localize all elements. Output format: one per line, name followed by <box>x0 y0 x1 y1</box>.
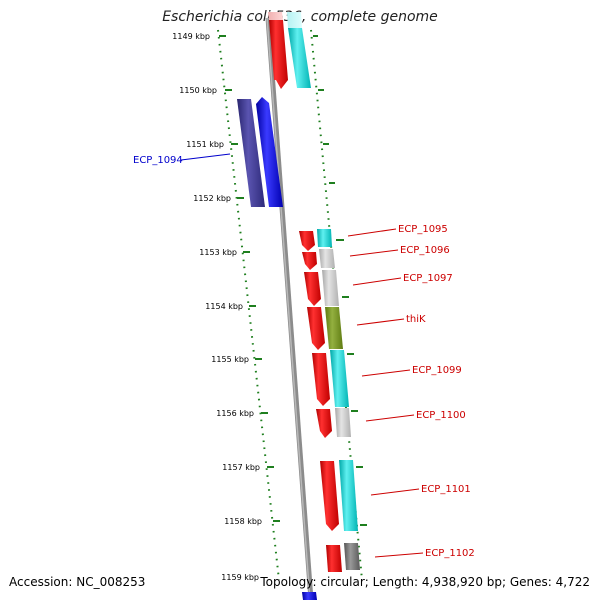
leader-line-ecp1094 <box>180 153 231 161</box>
gene-label-ecp1100: ECP_1100 <box>416 410 466 421</box>
kbp-ticks <box>219 35 280 522</box>
leader-line-ecp1095 <box>347 228 397 237</box>
kbp-label: 1155 kbp <box>211 355 249 364</box>
kbp-label: 1158 kbp <box>224 517 262 526</box>
gene-ecp1101-red <box>320 461 339 531</box>
gene-top-pink <box>268 12 283 20</box>
gene-label-ecp1096: ECP_1096 <box>400 245 450 256</box>
leader-line-ecp1102 <box>374 552 424 558</box>
leader-line-thik <box>356 318 405 326</box>
kbp-label: 1152 kbp <box>193 194 231 203</box>
leader-line-ecp1099 <box>361 369 411 377</box>
kbp-label: 1156 kbp <box>216 409 254 418</box>
gene-top-cyan <box>288 28 311 88</box>
gene-ecp1097-red <box>304 272 321 306</box>
kbp-label: 1157 kbp <box>222 463 260 472</box>
gene-ecp1100-red <box>316 409 332 438</box>
kbp-label: 1149 kbp <box>172 32 210 41</box>
gene-ecp1099-cyan <box>330 350 349 407</box>
kbp-label: 1153 kbp <box>199 248 237 257</box>
gene-ecp1094-navy <box>237 99 265 207</box>
leader-line-ecp1096 <box>349 249 399 257</box>
gene-label-ecp1099: ECP_1099 <box>412 365 462 376</box>
gene-label-ecp1094: ECP_1094 <box>133 155 183 166</box>
gene-label-ecp1101: ECP_1101 <box>421 484 471 495</box>
gene-ecp1095-red <box>299 231 315 251</box>
gene-thik-olive <box>325 307 343 349</box>
gene-ecp1094-blue <box>256 97 283 207</box>
accession-text: Accession: NC_008253 <box>9 575 146 589</box>
genome-summary-text: Topology: circular; Length: 4,938,920 bp… <box>260 575 590 589</box>
gene-label-ecp1095: ECP_1095 <box>398 224 448 235</box>
gene-ecp1100-gray <box>335 408 351 437</box>
kbp-label: 1151 kbp <box>186 140 224 149</box>
gene-ecp1099-red <box>312 353 330 406</box>
leader-line-ecp1100 <box>365 414 415 422</box>
gene-label-ecp1102: ECP_1102 <box>425 548 475 559</box>
gene-ecp1102-red <box>326 545 342 572</box>
kbp-label: 1154 kbp <box>205 302 243 311</box>
kbp-label: 1150 kbp <box>179 86 217 95</box>
gene-ecp1096-red <box>302 252 317 270</box>
genome-backbone <box>265 17 314 600</box>
gene-ecp1102-dark <box>344 543 360 570</box>
gene-ecp1095-cyan <box>317 229 332 247</box>
gene-ecp1097-gray <box>322 270 339 306</box>
genome-backbone-highlight <box>266 17 311 600</box>
gene-ecp1101-cyan <box>339 460 358 531</box>
tick-ring-outer <box>310 29 363 581</box>
kbp-label: 1159 kbp <box>221 573 259 582</box>
gene-top-red <box>269 20 288 89</box>
gene-bottom-blue <box>302 592 317 600</box>
tick-ring-inner <box>217 29 280 581</box>
outer-ticks <box>313 35 367 526</box>
gene-thik-red <box>307 307 325 350</box>
leader-line-ecp1101 <box>370 488 420 496</box>
gene-ecp1096-gray <box>319 249 335 268</box>
gene-label-ecp1097: ECP_1097 <box>403 273 453 284</box>
leader-line-ecp1097 <box>352 277 402 286</box>
gene-label-thik: thiK <box>406 314 426 325</box>
gene-top-palecyan <box>287 12 302 28</box>
